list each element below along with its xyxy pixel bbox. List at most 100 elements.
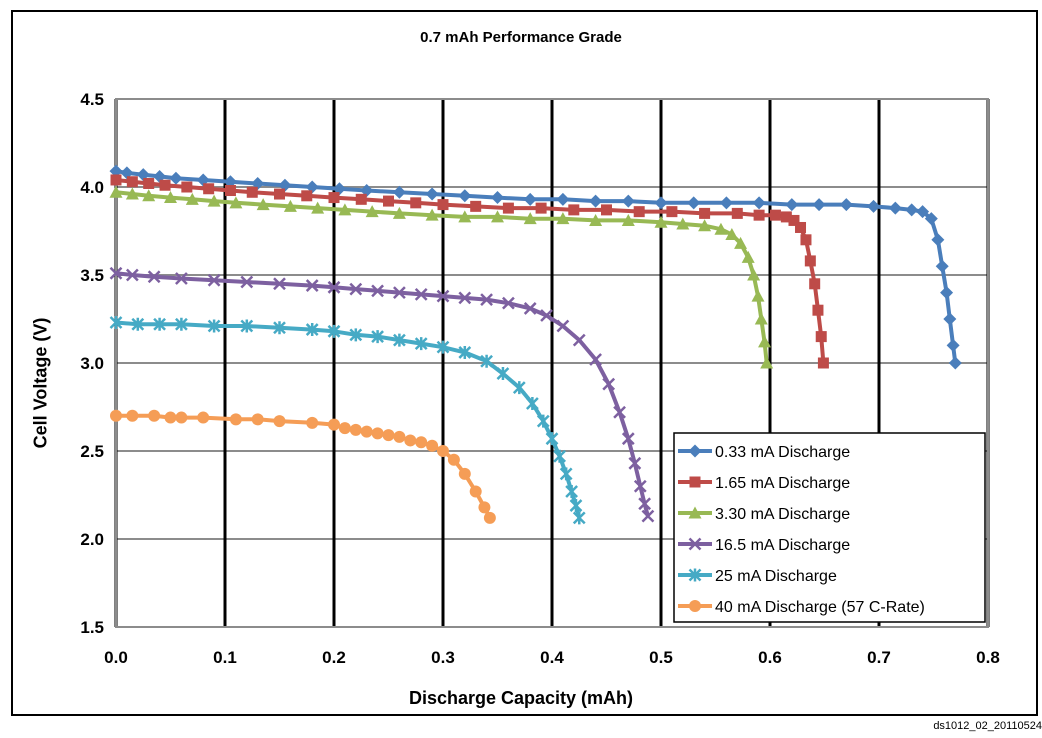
x-tick-label-6: 0.6 — [758, 648, 782, 667]
data-point-1-7-shape — [246, 186, 258, 198]
data-point-5-17-shape — [404, 434, 417, 447]
data-point-0-6 — [223, 175, 237, 189]
data-point-1-17 — [535, 202, 547, 214]
data-point-2-20-shape — [654, 215, 668, 228]
data-point-5-15 — [382, 429, 395, 442]
data-point-0-0 — [109, 164, 123, 178]
data-point-2-23-shape — [714, 222, 728, 235]
data-point-1-21-shape — [666, 206, 678, 218]
data-point-1-14 — [437, 199, 449, 211]
data-point-5-5 — [197, 411, 210, 424]
data-point-2-2 — [142, 189, 156, 202]
x-tick-label-7: 0.7 — [867, 648, 891, 667]
figure-id-label: ds1012_02_20110524 — [933, 720, 1042, 732]
data-point-5-9 — [306, 416, 319, 429]
data-point-0-3-shape — [153, 169, 167, 183]
data-point-5-2-shape — [148, 409, 161, 422]
data-point-5-0 — [110, 409, 122, 422]
data-point-2-15-shape — [491, 210, 504, 223]
data-point-0-8 — [278, 178, 292, 192]
data-point-5-22-shape — [458, 467, 471, 480]
data-point-5-18-shape — [415, 436, 428, 449]
data-point-5-25-shape — [483, 511, 496, 524]
data-point-1-6 — [224, 185, 236, 197]
data-point-3-14 — [458, 291, 472, 305]
data-point-5-14-shape — [371, 427, 384, 440]
data-point-2-26-shape — [741, 250, 755, 263]
data-point-1-10 — [328, 192, 340, 204]
data-point-0-7-shape — [251, 176, 265, 190]
data-point-2-20 — [654, 215, 668, 228]
data-point-0-27 — [867, 199, 881, 213]
data-point-2-16 — [523, 212, 537, 225]
data-point-2-6 — [229, 196, 243, 209]
data-point-0-36-shape — [946, 338, 960, 352]
data-point-0-24 — [785, 198, 799, 212]
data-point-3-10 — [371, 284, 384, 298]
data-point-3-17 — [523, 302, 537, 315]
data-point-2-13-shape — [425, 208, 439, 221]
data-point-1-25-shape — [769, 209, 781, 221]
data-point-3-11-shape — [393, 286, 406, 299]
data-point-4-18-shape — [525, 396, 539, 410]
legend-marker-2-shape — [688, 506, 702, 519]
data-point-0-33-shape — [935, 259, 949, 273]
data-point-4-3 — [175, 317, 188, 331]
legend-label-0: 0.33 mA Discharge — [715, 444, 850, 461]
data-point-5-19-shape — [426, 439, 439, 452]
data-point-3-25-shape — [628, 456, 642, 470]
data-point-3-3 — [175, 272, 188, 285]
data-point-2-14 — [458, 210, 472, 223]
data-point-4-6-shape — [273, 321, 286, 335]
data-point-3-27-shape — [638, 497, 652, 511]
data-point-1-29 — [800, 234, 812, 246]
data-point-3-11 — [393, 286, 406, 299]
data-point-4-3-shape — [175, 317, 188, 331]
legend-item-3: 16.5 mA Discharge — [678, 537, 850, 554]
y-tick-label-2: 2.5 — [80, 442, 104, 461]
data-point-4-17 — [512, 381, 526, 395]
series-3 — [109, 266, 655, 523]
data-point-0-15-shape — [491, 191, 504, 205]
data-point-5-23 — [469, 485, 482, 498]
data-point-0-5-shape — [196, 173, 210, 187]
data-point-4-16 — [496, 367, 510, 381]
data-point-3-24-shape — [621, 432, 635, 446]
x-tick-label-4: 0.4 — [540, 648, 564, 667]
data-point-3-13-shape — [436, 289, 450, 303]
data-point-0-18 — [589, 194, 603, 208]
data-point-1-13 — [410, 197, 422, 209]
data-point-0-31-shape — [924, 212, 938, 226]
data-point-4-25-shape — [572, 511, 586, 525]
data-point-4-24-shape — [569, 499, 583, 513]
data-point-1-24 — [753, 209, 765, 221]
data-point-2-15 — [491, 210, 504, 223]
data-point-1-1-shape — [126, 176, 138, 188]
data-point-2-5-shape — [207, 194, 221, 207]
data-point-1-31 — [809, 278, 821, 290]
data-point-1-34 — [817, 357, 829, 369]
data-point-1-23 — [731, 207, 743, 219]
data-point-5-12-shape — [349, 423, 362, 436]
data-point-3-5-shape — [240, 275, 254, 289]
data-point-1-22-shape — [699, 207, 711, 219]
data-point-3-20 — [572, 333, 586, 347]
data-point-4-21-shape — [553, 449, 567, 463]
data-point-0-15 — [491, 191, 504, 205]
data-point-0-10 — [332, 182, 346, 196]
data-point-3-1-shape — [125, 268, 139, 282]
y-axis-label: Cell Voltage (V) — [30, 317, 51, 449]
data-point-2-27-shape — [747, 268, 761, 281]
data-point-4-1 — [131, 317, 145, 331]
data-point-4-5 — [240, 319, 254, 333]
data-point-1-11-shape — [355, 193, 367, 205]
data-point-0-21-shape — [687, 196, 701, 210]
x-axis-label: Discharge Capacity (mAh) — [408, 688, 634, 708]
data-point-4-9-shape — [349, 328, 363, 342]
legend: 0.33 mA Discharge 1.65 mA Discharge 3.30 m… — [673, 432, 986, 623]
data-point-1-25 — [769, 209, 781, 221]
data-point-2-31 — [760, 356, 774, 369]
data-point-2-28-shape — [751, 289, 765, 302]
data-point-4-14 — [458, 345, 472, 359]
data-point-3-5 — [240, 275, 254, 289]
